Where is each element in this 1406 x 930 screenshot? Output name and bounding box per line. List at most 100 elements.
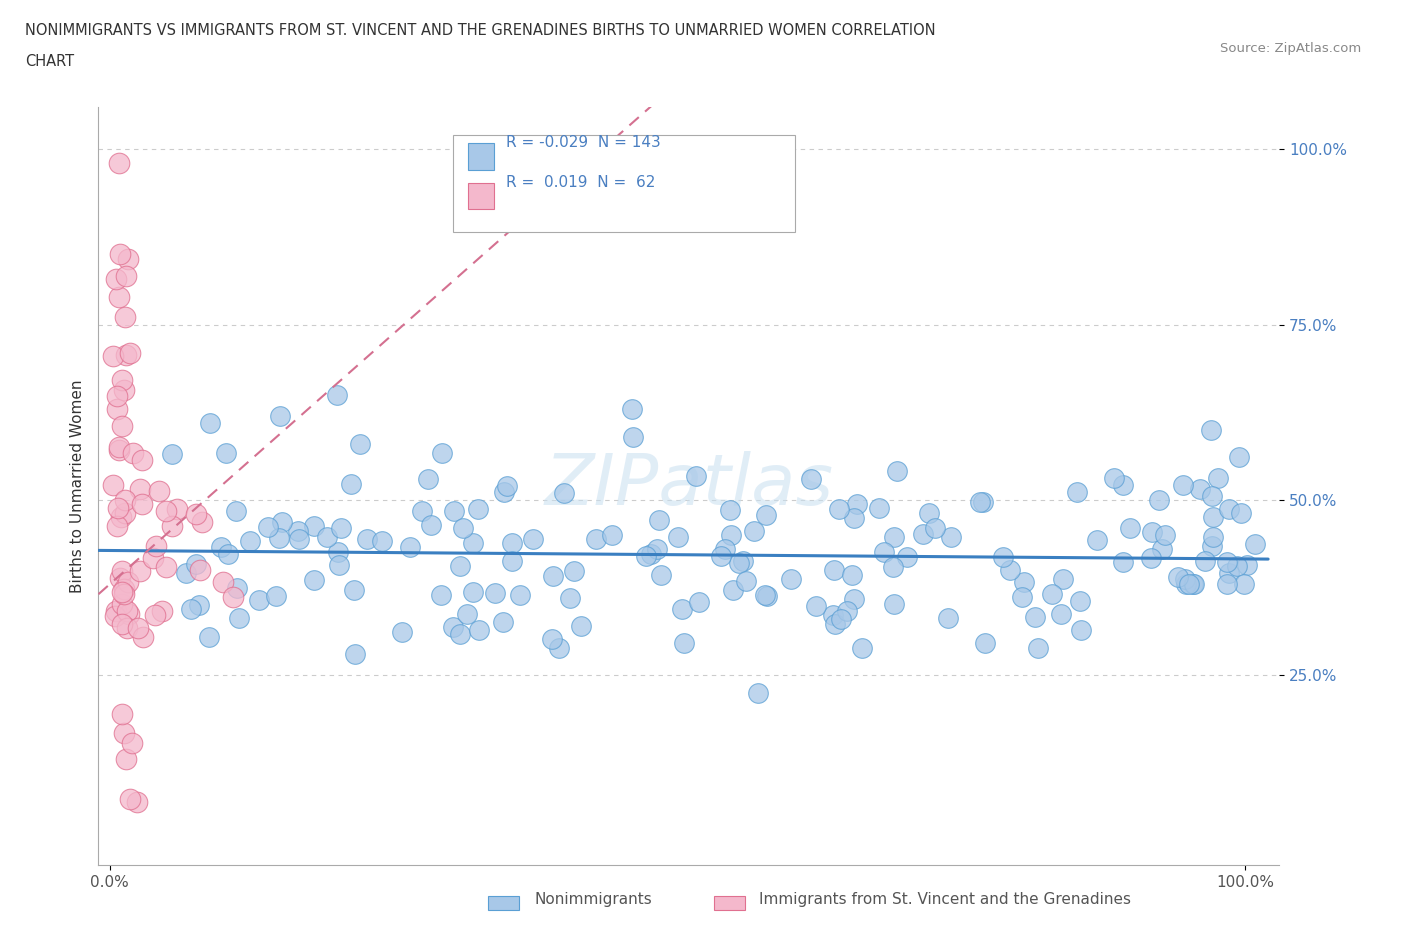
Point: [131, 497, 153, 512]
Point: [198, 630, 221, 644]
Point: [883, 530, 905, 545]
Text: Nonimmigrants: Nonimmigrants: [534, 892, 652, 907]
Point: [107, 500, 129, 515]
Point: [391, 625, 413, 640]
Point: [108, 246, 131, 261]
Point: [823, 563, 845, 578]
Point: [343, 646, 366, 661]
Point: [110, 510, 132, 525]
Point: [1216, 554, 1239, 569]
Point: [217, 547, 239, 562]
Point: [316, 529, 339, 544]
Point: [468, 623, 491, 638]
Point: [1218, 501, 1240, 516]
Point: [326, 545, 349, 560]
Point: [228, 611, 250, 626]
Point: [160, 447, 183, 462]
Point: [225, 581, 247, 596]
Point: [494, 485, 516, 499]
Point: [501, 553, 523, 568]
Point: [1202, 510, 1225, 525]
Point: [247, 593, 270, 608]
Point: [104, 609, 127, 624]
Point: [451, 520, 474, 535]
Point: [882, 559, 904, 574]
Point: [1140, 551, 1163, 565]
Point: [111, 707, 134, 722]
Point: [1026, 641, 1049, 656]
Point: [120, 791, 142, 806]
Point: [166, 502, 188, 517]
Point: [128, 482, 150, 497]
Point: [104, 272, 127, 286]
Point: [484, 586, 506, 601]
Point: [1167, 570, 1189, 585]
Point: [115, 620, 138, 635]
Point: [634, 549, 657, 564]
Point: [1182, 576, 1205, 591]
Point: [288, 532, 311, 547]
Point: [143, 607, 166, 622]
Point: [821, 608, 844, 623]
Point: [972, 494, 994, 509]
Point: [326, 387, 349, 402]
Point: [671, 601, 693, 616]
Point: [1201, 422, 1223, 437]
Point: [302, 573, 325, 588]
Point: [1202, 529, 1225, 544]
Point: [621, 430, 644, 445]
Point: [343, 583, 366, 598]
Point: [180, 602, 202, 617]
Point: [115, 347, 138, 362]
Point: [108, 440, 131, 455]
Y-axis label: Births to Unmarried Women: Births to Unmarried Women: [69, 379, 84, 592]
Point: [270, 514, 292, 529]
FancyBboxPatch shape: [468, 182, 494, 209]
Point: [108, 570, 131, 585]
Point: [1188, 482, 1211, 497]
Point: [742, 524, 765, 538]
Point: [1244, 537, 1267, 551]
Point: [1226, 559, 1249, 574]
Point: [112, 587, 135, 602]
Point: [1215, 577, 1237, 591]
Point: [117, 251, 139, 266]
Point: [1112, 554, 1135, 569]
Point: [111, 564, 134, 578]
Point: [650, 567, 672, 582]
Point: [496, 479, 519, 494]
Point: [1153, 527, 1175, 542]
Point: [492, 615, 515, 630]
Point: [1024, 610, 1046, 625]
Point: [112, 382, 135, 397]
Text: CHART: CHART: [25, 54, 75, 69]
Point: [600, 527, 623, 542]
Point: [1233, 577, 1256, 591]
Point: [111, 373, 134, 388]
Point: [441, 619, 464, 634]
Point: [886, 463, 908, 478]
Point: [558, 591, 581, 605]
FancyBboxPatch shape: [453, 135, 796, 232]
Point: [115, 751, 138, 766]
Point: [111, 597, 134, 612]
Text: NONIMMIGRANTS VS IMMIGRANTS FROM ST. VINCENT AND THE GRENADINES BIRTHS TO UNMARR: NONIMMIGRANTS VS IMMIGRANTS FROM ST. VIN…: [25, 23, 936, 38]
Point: [721, 582, 744, 597]
Point: [1052, 572, 1074, 587]
Point: [328, 557, 350, 572]
Point: [872, 544, 894, 559]
Point: [1178, 577, 1201, 591]
Point: [747, 685, 769, 700]
Text: Source: ZipAtlas.com: Source: ZipAtlas.com: [1220, 42, 1361, 55]
Point: [142, 551, 165, 565]
Text: ZIPatlas: ZIPatlas: [544, 451, 834, 521]
Point: [1201, 538, 1223, 553]
Text: R = -0.029  N = 143: R = -0.029 N = 143: [506, 135, 661, 150]
Point: [571, 619, 593, 634]
Point: [467, 502, 489, 517]
Point: [666, 529, 689, 544]
Point: [121, 736, 143, 751]
Point: [416, 472, 439, 486]
Point: [108, 155, 131, 170]
Point: [1142, 525, 1164, 539]
